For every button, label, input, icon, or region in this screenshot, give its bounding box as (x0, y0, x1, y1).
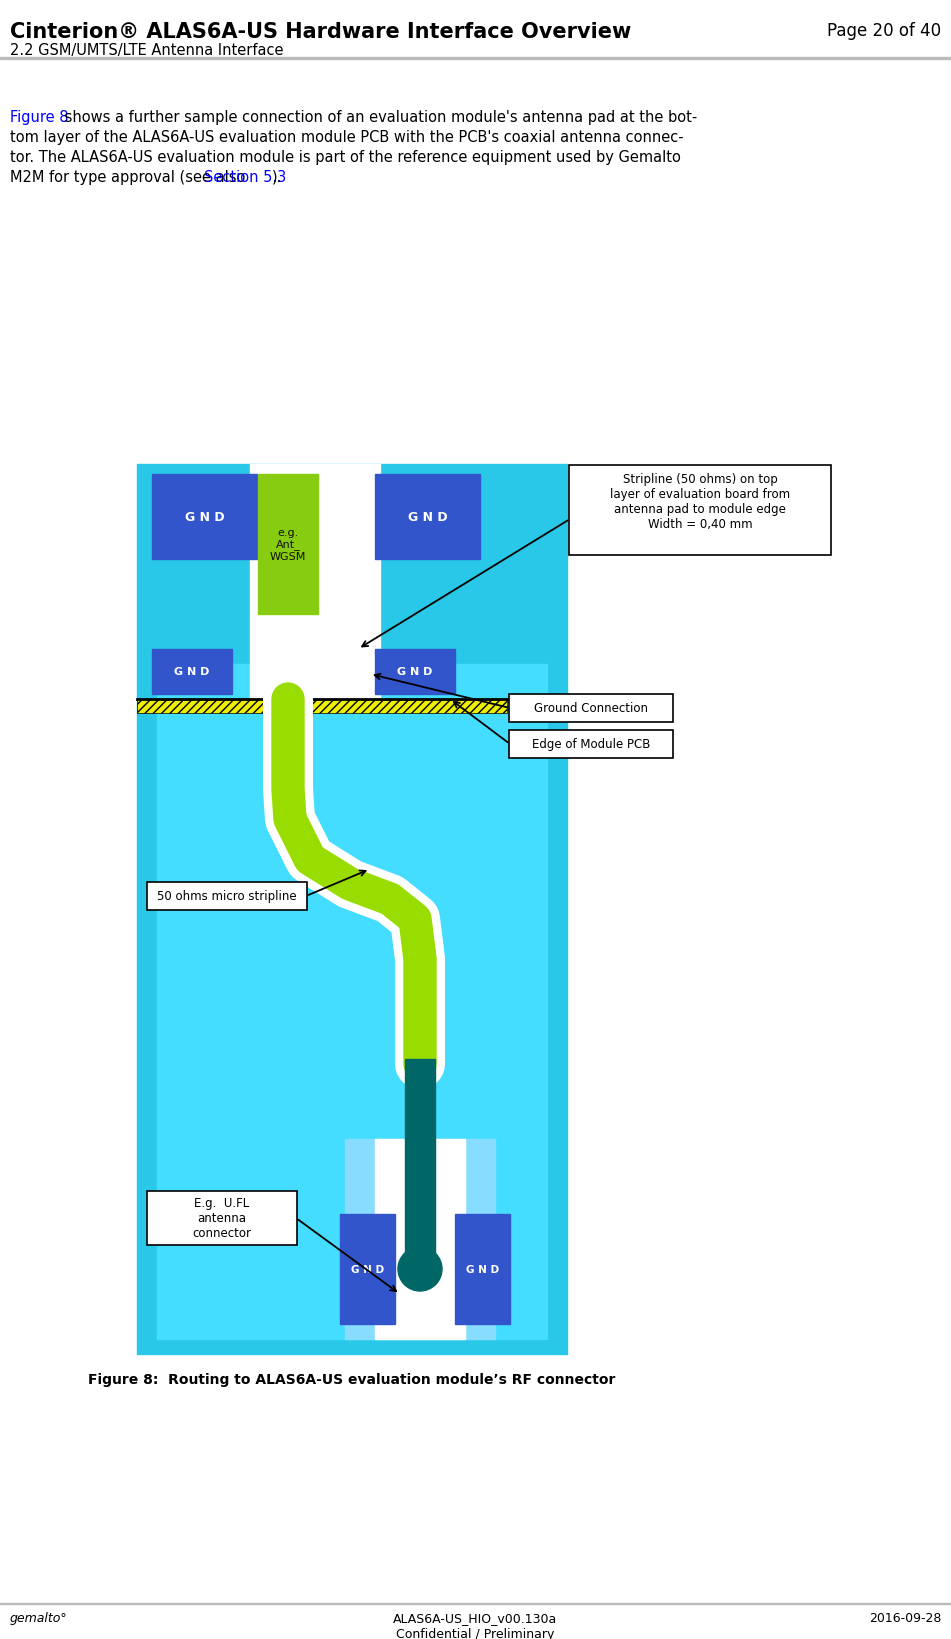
Bar (455, 1214, 510, 1324)
Text: M2M for type approval (see also: M2M for type approval (see also (10, 170, 250, 185)
Bar (157, 664, 547, 1339)
Text: 2.2 GSM/UMTS/LTE Antenna Interface: 2.2 GSM/UMTS/LTE Antenna Interface (10, 43, 283, 57)
Text: ).: ). (272, 170, 282, 185)
Text: e.g.
Ant_
WGSM: e.g. Ant_ WGSM (270, 528, 306, 562)
Bar (250, 465, 380, 700)
Text: Figure 8:  Routing to ALAS6A-US evaluation module’s RF connector: Figure 8: Routing to ALAS6A-US evaluatio… (88, 1372, 615, 1387)
Bar (152, 649, 232, 695)
Bar (152, 475, 257, 559)
FancyBboxPatch shape (509, 731, 673, 759)
Bar (375, 475, 480, 559)
Text: Page 20 of 40: Page 20 of 40 (826, 21, 941, 39)
Bar (137, 700, 507, 713)
Text: G N D: G N D (174, 667, 209, 677)
Bar (137, 465, 567, 1354)
Bar (258, 475, 318, 615)
Text: shows a further sample connection of an evaluation module's antenna pad at the b: shows a further sample connection of an … (60, 110, 697, 125)
Text: tom layer of the ALAS6A-US evaluation module PCB with the PCB's coaxial antenna : tom layer of the ALAS6A-US evaluation mo… (10, 129, 684, 144)
Text: G N D: G N D (408, 511, 447, 524)
Bar (405, 1059, 435, 1285)
Text: Edge of Module PCB: Edge of Module PCB (532, 738, 650, 751)
Text: Section 5.3: Section 5.3 (204, 170, 286, 185)
Text: 50 ohms micro stripline: 50 ohms micro stripline (157, 890, 297, 903)
FancyBboxPatch shape (147, 882, 307, 910)
Text: tor. The ALAS6A-US evaluation module is part of the reference equipment used by : tor. The ALAS6A-US evaluation module is … (10, 149, 681, 166)
Text: gemalto°: gemalto° (10, 1611, 68, 1624)
FancyBboxPatch shape (509, 695, 673, 723)
Bar (375, 1139, 465, 1339)
Text: G N D: G N D (398, 667, 433, 677)
Text: Cinterion® ALAS6A-US Hardware Interface Overview: Cinterion® ALAS6A-US Hardware Interface … (10, 21, 631, 43)
Text: Stripline (50 ohms) on top
layer of evaluation board from
antenna pad to module : Stripline (50 ohms) on top layer of eval… (610, 472, 790, 531)
Bar (0, 57, 951, 61)
FancyBboxPatch shape (569, 465, 831, 556)
Text: E.g.  U.FL
antenna
connector: E.g. U.FL antenna connector (192, 1196, 251, 1239)
Text: G N D: G N D (184, 511, 224, 524)
Text: Ground Connection: Ground Connection (534, 701, 648, 715)
Text: Figure 8: Figure 8 (10, 110, 68, 125)
Circle shape (398, 1247, 442, 1292)
Bar (375, 649, 455, 695)
Text: G N D: G N D (466, 1264, 499, 1274)
FancyBboxPatch shape (147, 1192, 297, 1246)
Text: G N D: G N D (351, 1264, 384, 1274)
Text: ALAS6A-US_HIO_v00.130a: ALAS6A-US_HIO_v00.130a (393, 1611, 557, 1624)
Text: Confidential / Preliminary: Confidential / Preliminary (396, 1628, 554, 1639)
Bar (340, 1214, 395, 1324)
Bar (345, 1139, 495, 1339)
Text: 2016-09-28: 2016-09-28 (868, 1611, 941, 1624)
